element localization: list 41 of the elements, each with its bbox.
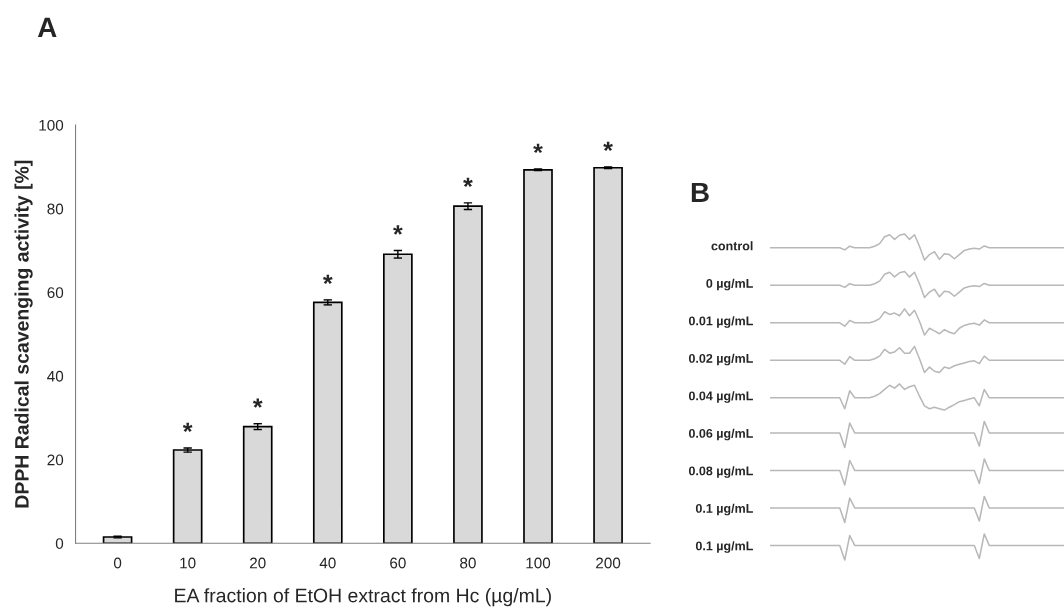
bar [523,168,553,544]
y-axis-title: control [711,241,753,251]
y-axis-title: 0.1 µg/mL [695,541,753,553]
bar [593,166,623,544]
x-tick-label: 10 [180,557,196,569]
bar [453,205,483,544]
annotation: * [252,398,263,408]
bar [242,425,273,544]
y-tick-label: 60 [47,287,64,299]
x-tick-label: 20 [249,557,266,569]
y-tick-label: 20 [47,454,64,466]
y-axis-title: 0.02 µg/mL [688,353,753,366]
y-axis-title: 0.01 µg/mL [688,316,753,328]
y-axis-title: 0.06 µg/mL [688,428,753,441]
y-tick-label: 80 [47,203,64,215]
chart-title: B [691,182,709,202]
x-tick-label: 40 [319,557,336,569]
bar [383,253,413,544]
y-axis-title: DPPH Radical scavenging activity [%] [14,160,33,508]
y-tick-label: 40 [47,370,64,382]
x-axis-title: EA fraction of EtOH extract from Hc (µg/mL) [175,588,551,607]
x-tick-label: 80 [460,557,476,569]
x-tick-label: 200 [596,557,621,569]
y-axis-title: 0.08 µg/mL [688,466,753,478]
chart-title: A [37,17,57,37]
x-tick-label: 60 [390,557,406,569]
bar [312,301,343,544]
annotation: * [323,274,333,285]
y-tick-label: 100 [39,119,64,131]
x-tick-label: 100 [526,557,551,569]
annotation: * [393,225,403,235]
annotation: * [603,141,613,152]
annotation: * [463,177,473,187]
bar [172,449,203,544]
y-axis-title: 0 µg/mL [706,278,753,291]
y-axis-title: 0.04 µg/mL [688,391,753,403]
x-tick-label: 0 [113,557,122,569]
annotation: * [533,143,543,154]
annotation: * [182,422,193,433]
y-axis-title: 0.1 µg/mL [695,503,753,516]
y-tick-label: 0 [55,538,64,549]
